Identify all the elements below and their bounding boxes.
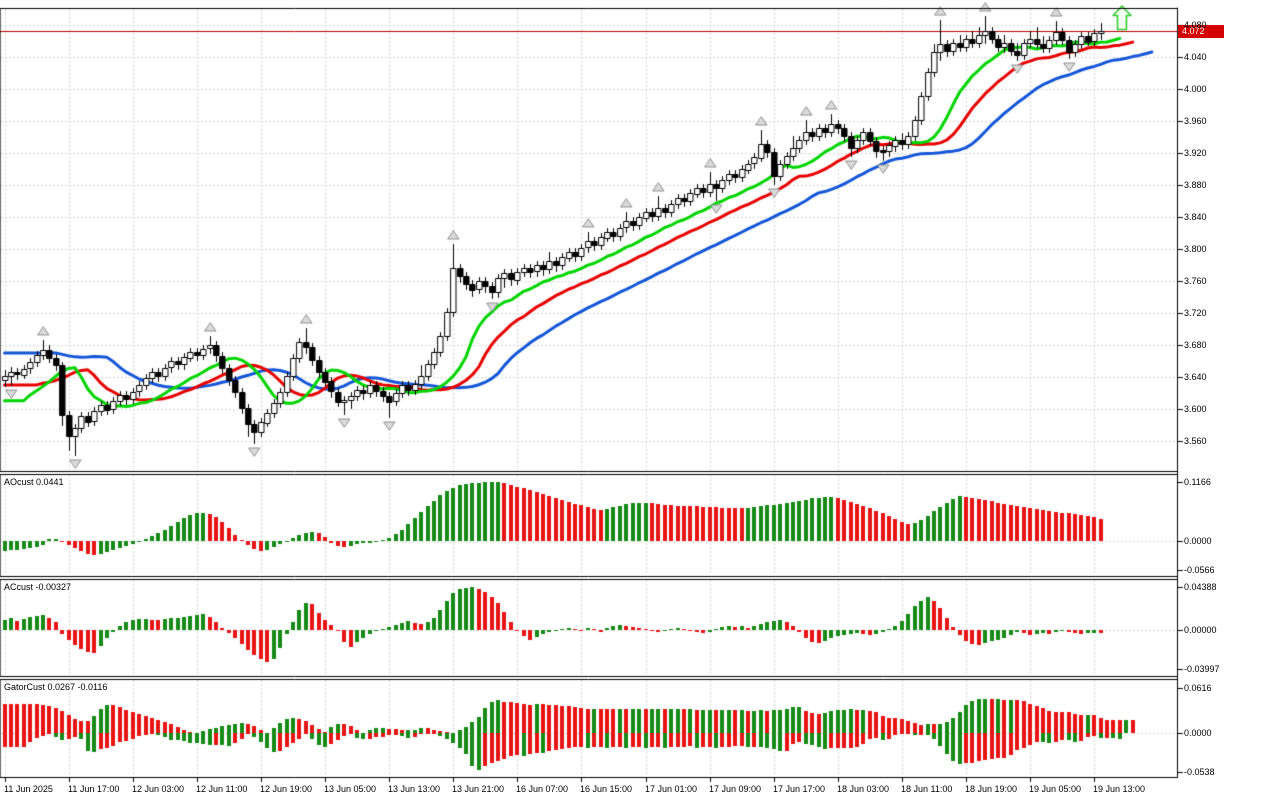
time-tick-label: 18 Jun 03:00 [837,784,890,794]
price-tick-label: 3.600 [1184,404,1207,414]
ao-tick-label: 0.1166 [1184,477,1211,487]
price-tick-label: 3.680 [1184,340,1207,350]
time-tick-label: 19 Jun 05:00 [1029,784,1082,794]
time-axis[interactable]: 11 Jun 2025 11 Jun 17:00 12 Jun 03:00 12 Ju… [0,778,1280,800]
ac-tick-label: 0.00000 [1184,625,1217,635]
time-tick-label: 13 Jun 13:00 [388,784,441,794]
time-tick-label: 13 Jun 05:00 [324,784,377,794]
time-tick-label: 12 Jun 11:00 [196,784,248,794]
ac-tick-label: 0.04388 [1184,582,1217,592]
time-tick-label: 11 Jun 17:00 [68,784,120,794]
gator-tick-label: 0.0000 [1184,728,1212,738]
price-tick-label: 3.640 [1184,372,1207,382]
gator-tick-label: 0.0616 [1184,683,1212,693]
price-tick-label: 3.920 [1184,148,1207,158]
time-tick-label: 18 Jun 11:00 [901,784,953,794]
main-chart-window[interactable] [0,8,1178,471]
price-tick-label: 3.560 [1184,436,1207,446]
gator-subwindow[interactable] [0,679,1178,777]
price-tick-label: 3.800 [1184,244,1207,254]
gator-tick-label: -0.0538 [1184,767,1215,777]
price-tick-label: 3.760 [1184,276,1207,286]
time-tick-label: 17 Jun 17:00 [773,784,826,794]
price-tick-label: 4.040 [1184,52,1207,62]
price-tick-label: 3.880 [1184,180,1207,190]
price-tick-label: 4.000 [1184,84,1207,94]
time-tick-label: 16 Jun 15:00 [580,784,633,794]
price-tick-label: 3.960 [1184,116,1207,126]
time-tick-label: 17 Jun 09:00 [709,784,762,794]
ao-indicator-label: AOcust 0.0441 [4,477,64,487]
ac-subwindow[interactable] [0,579,1178,676]
price-axis[interactable]: 4.080 4.040 4.000 3.960 3.920 3.880 3.840 3.800… [1178,0,1280,778]
time-tick-label: 11 Jun 2025 [4,784,53,794]
time-tick-label: 12 Jun 03:00 [132,784,185,794]
gator-indicator-label: GatorCust 0.0267 -0.0116 [4,682,108,692]
ao-subwindow[interactable] [0,474,1178,576]
time-tick-label: 13 Jun 21:00 [452,784,505,794]
price-tick-label: 3.840 [1184,212,1207,222]
time-tick-label: 19 Jun 13:00 [1093,784,1146,794]
time-tick-label: 18 Jun 19:00 [965,784,1018,794]
ao-tick-label: 0.0000 [1184,536,1212,546]
current-price-tag: 4.072 [1178,25,1224,38]
time-tick-label: 16 Jun 07:00 [516,784,569,794]
ao-tick-label: -0.0566 [1184,565,1215,575]
price-tick-label: 4.080 [1184,20,1207,30]
price-tick-label: 3.720 [1184,308,1207,318]
time-tick-label: 12 Jun 19:00 [260,784,313,794]
ac-indicator-label: ACcust -0.00327 [4,582,72,592]
time-tick-label: 17 Jun 01:00 [645,784,698,794]
ac-tick-label: -0.03997 [1184,664,1220,674]
